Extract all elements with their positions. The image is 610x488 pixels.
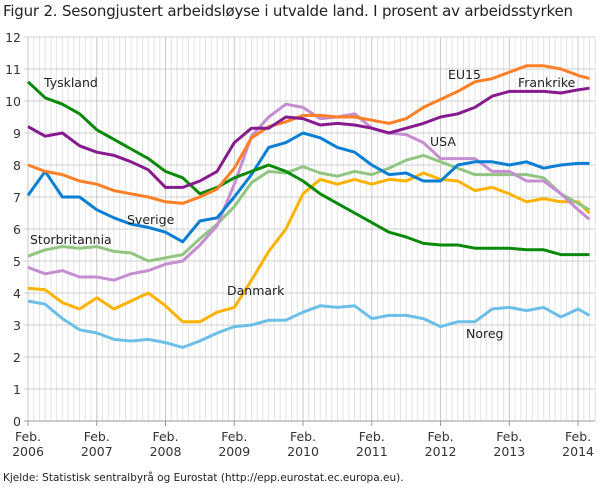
y-tick-label: 1 [13,382,21,397]
series-label-frankrike: Frankrike [518,75,576,90]
x-tick-label-year: 2014 [562,444,594,459]
x-tick-label-month: Feb. [496,429,522,444]
y-tick-label: 3 [13,318,21,333]
series-label-noreg: Noreg [466,326,504,341]
x-tick-label-year: 2006 [12,444,44,459]
x-tick-label-year: 2012 [425,444,457,459]
y-tick-label: 9 [13,126,21,141]
y-tick-label: 11 [5,62,21,77]
series-label-usa: USA [430,134,456,149]
series-line-frankrike [27,86,590,189]
series-line-storbritannia [27,153,591,263]
x-axis: Feb.2006Feb.2007Feb.2008Feb.2009Feb.2010… [12,421,594,459]
x-tick-label-year: 2009 [218,444,250,459]
series-label-danmark: Danmark [227,283,285,298]
series-lines [26,64,591,349]
x-tick-label-month: Feb. [152,429,178,444]
x-tick-label-year: 2007 [81,444,113,459]
x-tick-label-year: 2010 [287,444,319,459]
x-tick-label-month: Feb. [84,429,110,444]
grid [24,36,596,422]
x-tick-label-month: Feb. [15,429,41,444]
x-tick-label-month: Feb. [428,429,454,444]
x-tick-label-month: Feb. [565,429,591,444]
x-tick-label-month: Feb. [290,429,316,444]
series-line-sverige [26,131,590,244]
series-line-tyskland [26,80,590,257]
y-tick-label: 2 [13,350,21,365]
series-line-noreg [27,299,591,349]
y-tick-label: 7 [13,190,21,205]
y-tick-label: 0 [13,414,21,429]
chart-title: Figur 2. Sesongjustert arbeidsløyse i ut… [3,2,573,20]
y-tick-label: 5 [13,254,21,269]
y-tick-label: 10 [5,94,21,109]
series-line-usa [27,102,591,282]
series-label-eu15: EU15 [448,67,481,82]
y-tick-label: 6 [13,222,21,237]
y-tick-label: 8 [13,158,21,173]
series-label-storbritannia: Storbritannia [30,232,112,247]
y-tick-label: 12 [5,30,21,45]
series-labels: Tyskland Frankrike EU15 USA Storbritannia Sve… [30,67,576,341]
series-label-tyskland: Tyskland [43,75,98,90]
x-tick-label-month: Feb. [221,429,247,444]
x-tick-label-month: Feb. [359,429,385,444]
y-tick-label: 4 [13,286,21,301]
x-tick-label-year: 2013 [493,444,525,459]
series-line-eu15 [27,64,590,205]
series-label-sverige: Sverige [127,212,175,227]
source-note: Kjelde: Statistisk sentralbyrå og Eurost… [3,472,404,484]
x-tick-label-year: 2011 [356,444,388,459]
x-tick-label-year: 2008 [150,444,182,459]
